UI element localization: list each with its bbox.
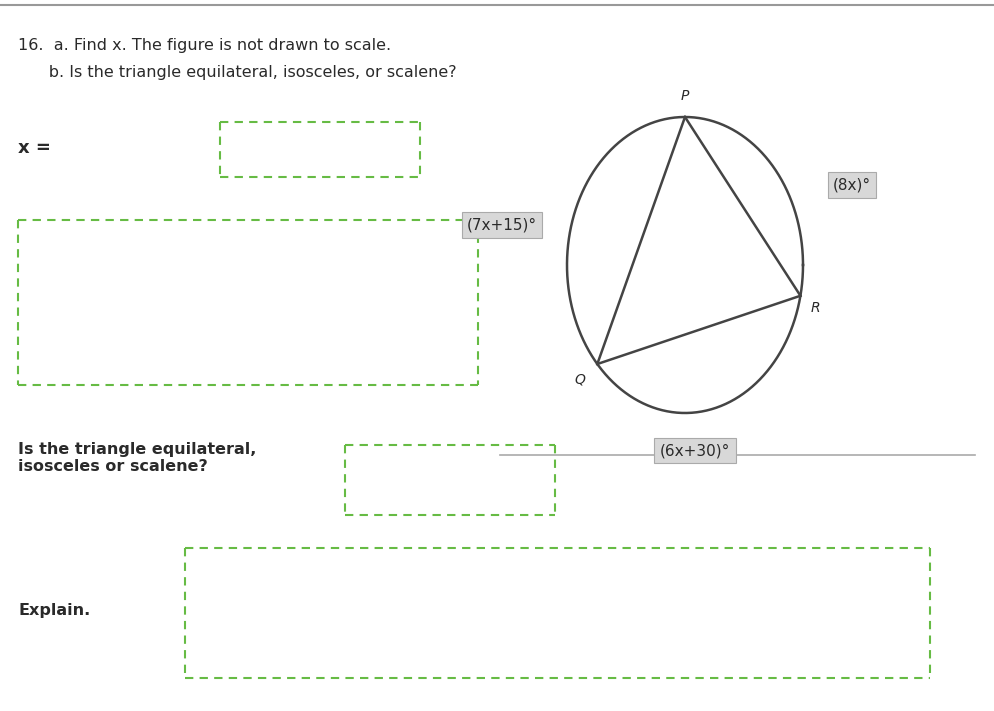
Text: (6x+30)°: (6x+30)° (660, 443, 731, 458)
Text: Explain.: Explain. (18, 602, 90, 617)
Text: (8x)°: (8x)° (833, 178, 871, 193)
Text: P: P (681, 89, 689, 103)
Text: Q: Q (575, 372, 585, 386)
Text: R: R (810, 301, 820, 315)
Text: 16.  a. Find x. The figure is not drawn to scale.: 16. a. Find x. The figure is not drawn t… (18, 38, 391, 53)
Text: x =: x = (18, 139, 51, 157)
Text: b. Is the triangle equilateral, isosceles, or scalene?: b. Is the triangle equilateral, isoscele… (18, 65, 456, 80)
Text: Is the triangle equilateral,
isosceles or scalene?: Is the triangle equilateral, isosceles o… (18, 442, 256, 474)
Text: (7x+15)°: (7x+15)° (467, 218, 537, 232)
